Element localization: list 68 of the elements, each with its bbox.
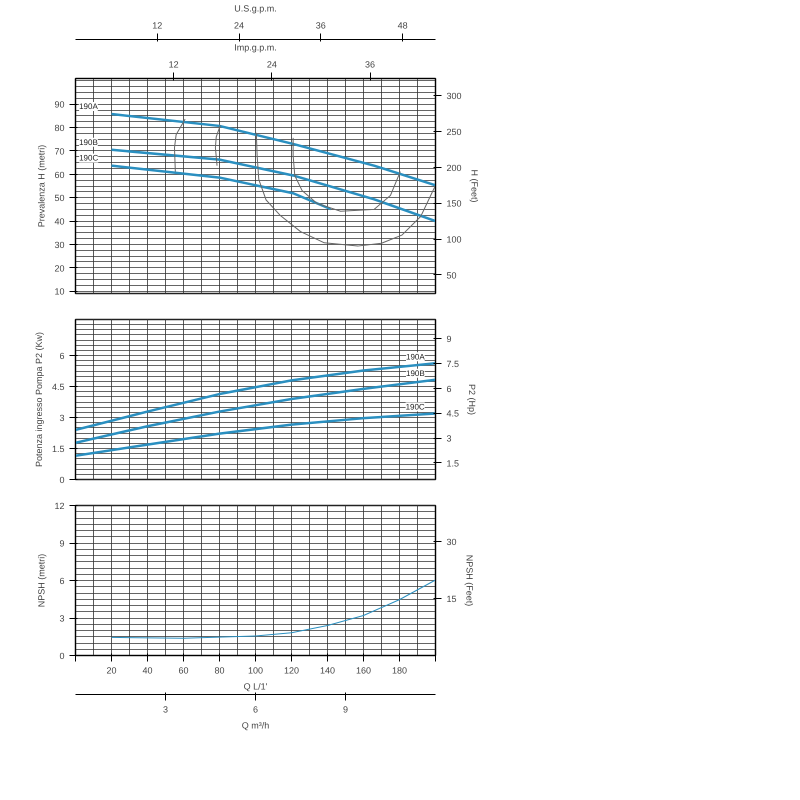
series-label: 190A	[79, 102, 98, 112]
x-tick-label: 180	[392, 666, 408, 676]
y2-tick-label: 7.5	[446, 358, 460, 369]
y-tick-label: 6	[59, 576, 65, 586]
y-tick-label: 30	[54, 240, 65, 250]
y-tick-label: 70	[54, 146, 65, 156]
y-tick-label: 0	[59, 651, 65, 661]
y2-tick-label: 50	[446, 270, 457, 280]
x2-tick-label: 9	[342, 704, 348, 714]
x2-tick-label: 24	[234, 20, 244, 30]
y-tick-label: 1.5	[52, 444, 65, 454]
y-tick-label: 3	[59, 413, 65, 424]
y-tick-label: 60	[54, 170, 65, 180]
x-axis-title: Q L/1'	[244, 682, 268, 692]
y-tick-label: 3	[59, 614, 65, 624]
y-tick-label: 90	[54, 100, 65, 110]
x2-tick-label: 3	[162, 704, 168, 714]
x-tick-label: 80	[214, 666, 225, 676]
y2-tick-label: 4.5	[446, 408, 460, 419]
y2-tick-label: 1.5	[446, 458, 460, 468]
y2-axis-title: H (Feet)	[470, 170, 480, 203]
y-tick-label: 80	[54, 123, 65, 134]
y-tick-label: 0	[59, 475, 65, 485]
x-tick-label: 24	[266, 60, 277, 70]
x-tick-label: 20	[106, 666, 117, 676]
y2-axis-title: P2 (Hp)	[467, 384, 478, 416]
y2-tick-label: 100	[446, 234, 462, 245]
y-tick-label: 50	[54, 193, 65, 204]
x2-axis-title: U.S.g.p.m.	[234, 4, 277, 14]
x-tick-label: 36	[365, 60, 376, 70]
x2-tick-label: 12	[152, 20, 162, 30]
x-tick-label: 40	[142, 666, 153, 676]
series-label: 190B	[79, 138, 98, 147]
y-tick-label: 20	[54, 263, 65, 274]
y-tick-label: 9	[59, 538, 65, 548]
y2-tick-label: 30	[446, 536, 457, 547]
y-tick-label: 40	[54, 216, 65, 227]
y2-tick-label: 300	[446, 91, 462, 102]
y2-tick-label: 3	[446, 434, 452, 444]
y-tick-label: 10	[54, 286, 65, 297]
x2-tick-label: 48	[398, 20, 408, 30]
y-tick-label: 12	[54, 501, 65, 511]
series-label: 190C	[79, 154, 98, 163]
y2-tick-label: 200	[446, 162, 462, 173]
y2-tick-label: 15	[446, 594, 457, 604]
x2-axis-title: Q m³/h	[242, 720, 270, 730]
x2-tick-label: 36	[316, 20, 326, 30]
x-tick-label: 60	[178, 666, 189, 676]
x-tick-label: 160	[356, 666, 372, 676]
x-axis-title: Imp.g.p.m.	[234, 42, 277, 52]
series-label: 190C	[406, 402, 425, 412]
y2-tick-label: 6	[446, 384, 452, 394]
y-tick-label: 6	[59, 351, 65, 362]
y-axis-title: Potenza ingresso Pompa P2 (Kw)	[34, 332, 44, 468]
x-tick-label: 120	[284, 666, 300, 676]
y-tick-label: 4.5	[52, 382, 65, 392]
x-tick-label: 100	[248, 666, 264, 676]
x-tick-label: 12	[168, 60, 179, 70]
y2-tick-label: 9	[446, 334, 452, 344]
y-axis-title: Prevalenza H (metri)	[36, 144, 46, 228]
x-tick-label: 140	[320, 666, 336, 676]
x2-tick-label: 6	[252, 704, 258, 714]
y-axis-title: NPSH (metri)	[36, 554, 46, 608]
series-label: 190B	[406, 368, 425, 378]
series-label: 190A	[406, 352, 426, 362]
y2-tick-label: 150	[446, 198, 462, 209]
y2-tick-label: 250	[446, 127, 462, 138]
y2-axis-title: NPSH (Feet)	[464, 554, 475, 606]
